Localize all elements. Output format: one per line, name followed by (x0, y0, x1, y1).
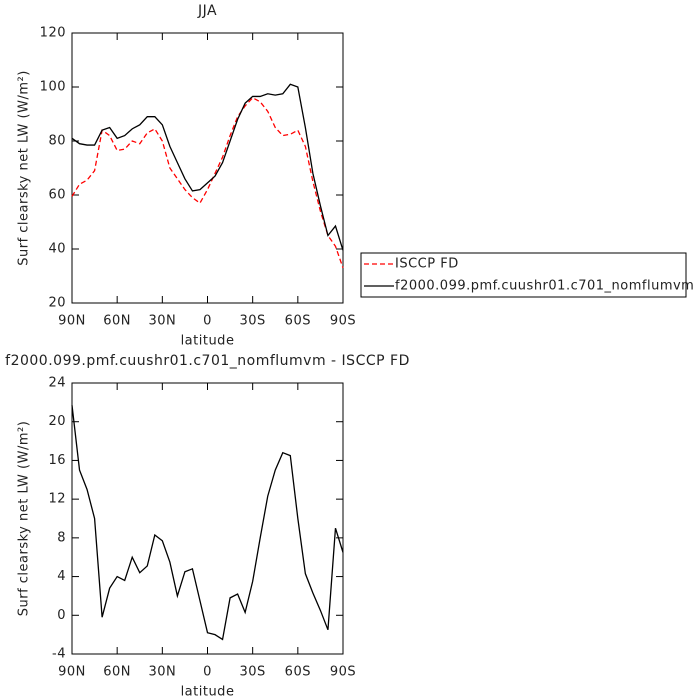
y-tick-label: 20 (48, 296, 66, 311)
x-tick-label: 0 (203, 314, 212, 329)
y-axis-label: Surf clearsky net LW (W/m²) (17, 70, 32, 266)
data-line (71, 83, 344, 251)
y-tick-label: 8 (57, 530, 66, 545)
y-tick-label: 24 (48, 376, 66, 391)
y-tick-label: 16 (48, 453, 66, 468)
x-tick-label: 90N (58, 665, 86, 680)
legend-label: f2000.099.pmf.cuushr01.c701_nomflumvm (395, 279, 694, 294)
x-tick-label: 30S (240, 314, 266, 329)
y-tick-label: 12 (48, 492, 66, 507)
x-tick-label: 90S (330, 314, 356, 329)
x-tick-label: 90N (58, 314, 86, 329)
x-tick-label: 60S (285, 665, 311, 680)
x-tick-label: 60N (103, 665, 131, 680)
legend-frame (360, 252, 687, 298)
y-tick-label: -4 (52, 647, 66, 662)
x-tick-label: 60N (103, 314, 131, 329)
x-tick-label: 30N (148, 314, 176, 329)
y-tick-label: 4 (57, 569, 66, 584)
x-axis-label: latitude (181, 334, 235, 349)
chart-title: f2000.099.pmf.cuushr01.c701_nomflumvm - … (5, 353, 410, 369)
y-axis-label: Surf clearsky net LW (W/m²) (17, 421, 32, 617)
y-tick-label: 60 (48, 188, 66, 203)
x-axis-label: latitude (181, 685, 235, 700)
y-tick-label: 20 (48, 414, 66, 429)
x-tick-label: 30N (148, 665, 176, 680)
plot-frame (71, 382, 344, 655)
chart-title: JJA (197, 3, 217, 19)
y-tick-label: 100 (40, 80, 66, 95)
y-tick-label: 0 (57, 608, 66, 623)
y-tick-label: 40 (48, 242, 66, 257)
x-tick-label: 30S (240, 665, 266, 680)
plot-frame (71, 32, 344, 304)
legend-label: ISCCP FD (395, 257, 459, 272)
y-tick-label: 120 (40, 26, 66, 41)
x-tick-label: 60S (285, 314, 311, 329)
y-tick-label: 80 (48, 134, 66, 149)
data-line (71, 405, 344, 641)
x-tick-label: 90S (330, 665, 356, 680)
x-tick-label: 0 (203, 665, 212, 680)
